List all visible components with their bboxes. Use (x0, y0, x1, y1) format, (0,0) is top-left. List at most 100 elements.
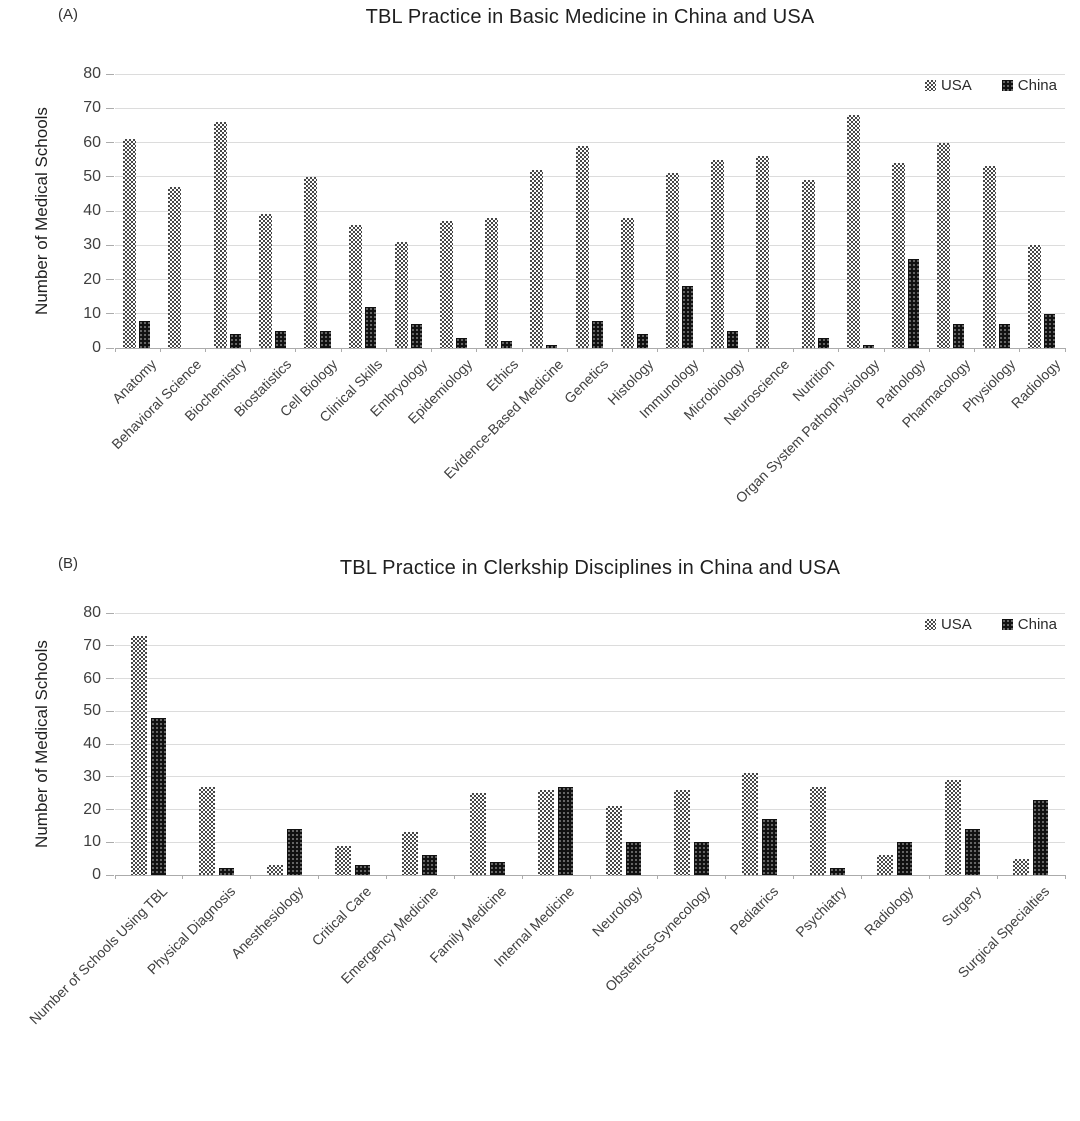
x-tick-mark (1064, 875, 1066, 879)
bar-usa-surgery (945, 780, 962, 875)
bar-china-nutrition (817, 337, 829, 348)
x-tick-mark (793, 348, 795, 352)
plot-area-a: USA China 0 10 20 30 40 50 60 70 80 Anatomy Behavi… (83, 65, 1066, 506)
legend-item-usa: USA (924, 77, 972, 94)
y-tick-label: 10 (83, 833, 101, 851)
bar-usa-microbiology (711, 159, 725, 348)
panel-b-title: TBL Practice in Clerkship Disciplines in… (339, 557, 841, 579)
bar-china-anesthesiology (286, 829, 302, 875)
y-tick-mark (106, 710, 114, 712)
bar-usa-psychiatry (809, 786, 826, 875)
bar-usa-radiology (877, 855, 894, 875)
bar-china-biostatistics (274, 330, 286, 348)
gridline (115, 210, 1065, 212)
usa-pattern-swatch-icon (924, 619, 936, 630)
legend-item-china: China (1001, 77, 1057, 94)
plot-area-b: USA China 0 10 20 30 40 50 60 70 80 Number of Sch… (26, 604, 1066, 1027)
bar-china-psychiatry (829, 868, 845, 875)
bar-china-cell-biology (320, 330, 332, 348)
x-tick-mark (431, 348, 433, 352)
bar-china-organ-system-pathophysiology (862, 344, 874, 348)
x-category-label-psychiatry: Psychiatry (791, 883, 849, 940)
bar-usa-clinical-skills (349, 224, 363, 348)
usa-pattern-swatch-icon (924, 80, 936, 91)
x-tick-mark (114, 348, 116, 352)
gridline (115, 776, 1065, 778)
bar-china-immunology (681, 286, 693, 348)
bar-china-evidence-based-medicine (546, 344, 558, 348)
x-category-label-critical-care: Critical Care (308, 883, 374, 949)
y-tick-label: 0 (92, 866, 101, 883)
gridline (115, 176, 1065, 178)
x-tick-mark (521, 348, 523, 352)
y-tick-mark (106, 645, 114, 647)
bar-china-neurology (625, 842, 641, 875)
bar-usa-nutrition (801, 180, 815, 348)
y-tick-label: 40 (83, 735, 101, 752)
y-tick-label: 50 (83, 167, 101, 185)
gridline (115, 678, 1065, 679)
x-tick-mark (250, 348, 252, 352)
y-tick-mark (106, 841, 114, 843)
bar-usa-internal-medicine (538, 789, 555, 875)
bar-usa-ethics (485, 217, 499, 348)
x-category-label-internal-medicine: Internal Medicine (490, 883, 578, 970)
bar-china-microbiology (727, 330, 739, 348)
bar-china-histology (636, 334, 648, 348)
bar-china-radiology (1043, 313, 1055, 348)
y-tick-label: 80 (83, 65, 101, 82)
panel-a-title: TBL Practice in Basic Medicine in China … (365, 6, 815, 28)
legend-label-usa: USA (940, 77, 972, 94)
gridline (115, 142, 1065, 143)
gridline (115, 279, 1065, 280)
bar-usa-family-medicine (470, 793, 487, 875)
panel-b-y-axis-title: Number of Medical Schools (32, 640, 51, 848)
y-tick-label: 30 (83, 236, 101, 254)
x-tick-mark (521, 875, 523, 879)
y-tick-label: 0 (92, 339, 101, 356)
bar-usa-emergency-medicine (402, 832, 419, 875)
bar-usa-biostatistics (258, 214, 272, 348)
gridline (115, 809, 1065, 810)
bar-usa-anatomy (123, 139, 137, 348)
x-tick-mark (566, 348, 568, 352)
panel-a: (A) TBL Practice in Basic Medicine in Ch… (0, 0, 1080, 545)
x-tick-mark (747, 348, 749, 352)
bar-usa-evidence-based-medicine (530, 169, 544, 348)
bar-usa-biochemistry (213, 121, 227, 348)
bar-china-critical-care (354, 865, 370, 875)
legend-label-usa: USA (940, 616, 972, 633)
bar-china-emergency-medicine (422, 855, 438, 875)
bar-usa-genetics (575, 145, 589, 348)
gridline (115, 645, 1065, 647)
x-tick-mark (612, 348, 614, 352)
panel-b: (B) TBL Practice in Clerkship Discipline… (0, 545, 1080, 1048)
gridline (115, 244, 1065, 246)
y-tick-label: 30 (83, 767, 101, 785)
y-tick-mark (106, 809, 114, 810)
y-tick-label: 60 (83, 133, 101, 151)
bar-china-physical-diagnosis (218, 868, 234, 875)
gridline (115, 313, 1065, 315)
x-category-label-radiology: Radiology (861, 883, 917, 939)
x-tick-mark (657, 875, 659, 879)
legend-a: USA China (924, 77, 1057, 94)
bar-usa-neuroscience (756, 156, 770, 348)
x-tick-mark (385, 875, 387, 879)
y-tick-mark (106, 107, 114, 109)
bar-usa-behavioral-science (168, 187, 182, 348)
bar-usa-physiology (982, 166, 996, 348)
y-tick-mark (106, 176, 114, 178)
y-tick-label: 50 (83, 702, 101, 720)
x-category-label-emergency-medicine: Emergency Medicine (337, 883, 442, 987)
bar-china-radiology (897, 842, 913, 875)
bar-usa-embryology (394, 241, 408, 348)
x-category-label-pediatrics: Pediatrics (726, 883, 781, 938)
legend-label-china: China (1017, 77, 1057, 94)
x-tick-mark (838, 348, 840, 352)
y-tick-mark (106, 313, 114, 315)
x-tick-mark (928, 348, 930, 352)
legend-label-china: China (1017, 616, 1057, 633)
y-tick-mark (106, 210, 114, 212)
x-tick-mark (860, 875, 862, 879)
